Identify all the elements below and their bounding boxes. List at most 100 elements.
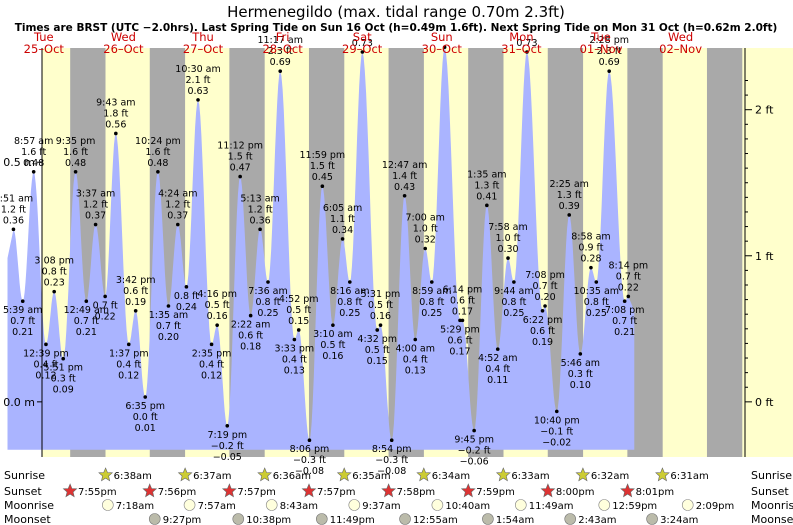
tide-label-line: 1.5 ft [310,161,335,172]
high-tide-label: 3:37 am1.2 ft0.37 [76,189,115,222]
tide-point [93,222,98,227]
tide-label-line: 4:52 pm [279,294,319,305]
tide-label-line: 0.37 [167,211,188,222]
tide-label-line: 0.25 [339,308,360,319]
tide-label-line: 1.2 ft [248,204,273,215]
sunrise-time: 6:37am [193,471,231,482]
moonrise-icon [183,499,196,511]
tide-label-line: −0.05 [213,452,242,463]
tide-label-line: 0.20 [158,332,179,343]
tide-point [175,222,180,227]
sunset-time: 7:55pm [78,487,117,498]
moonset-icon [564,513,577,525]
tide-point [225,424,230,428]
chart-header: Hermenegildo (max. tidal range 0.70m 2.3… [15,3,778,34]
tide-label-line: 10:30 am [175,64,220,75]
tide-label-line: −0.3 ft [293,455,326,466]
tide-label-line: 0.4 ft [116,359,141,370]
row-label-left: Moonrise [4,499,54,512]
tide-label-line: 0.22 [95,311,116,322]
tide-label-line: 0.73 [516,38,537,49]
high-tide-label: 10:30 am2.1 ft0.63 [175,64,220,97]
high-tide-label: 11:59 pm1.5 ft0.45 [300,150,346,183]
tide-label-line: 7:08 pm [605,305,645,316]
tide-label-line: 3:08 pm [34,256,74,267]
low-tide-label: 5:46 am0.3 ft0.10 [561,358,600,391]
sunset-time: 7:59pm [476,487,515,498]
tide-label-line: 2:35 pm [192,348,232,359]
low-tide-label: 1:35 am0.7 ft0.20 [149,310,188,343]
tide-label-line: 0.5 ft [365,345,390,356]
tide-point [196,98,200,102]
tide-label-line: 4:24 am [158,189,197,200]
date-label: 30–Oct [422,42,463,56]
tide-label-line: 0.4 ft [199,359,224,370]
tide-label-line: 10:24 pm [135,136,181,147]
day-of-week-label: Tue [33,30,54,44]
date-label: 28–Oct [262,42,303,56]
tide-label-line: 5:46 am [561,358,600,369]
day-of-week-label: Tue [590,30,611,44]
tide-label-line: 8:14 pm [608,260,648,271]
tide-label-line: 0.19 [125,297,146,308]
high-tide-label: 3:08 pm0.8 ft0.23 [34,256,74,289]
tide-label-line: 0.7 ft [616,271,641,282]
tide-label-line: 1.3 ft [557,190,582,201]
high-tide-label: 8:57 am1.6 ft0.48 [14,136,53,169]
tide-label-line: 0.25 [421,308,442,319]
low-tide-label: 9:45 pm−0.2 ft−0.06 [454,435,494,468]
low-tide-label: 2:35 pm0.4 ft0.12 [192,348,232,381]
moonrise-time: 11:49am [529,501,574,512]
high-tide-label: 9:35 pm1.6 ft0.48 [56,136,96,169]
tide-label-line: 7:00 am [405,212,444,223]
tide-label-line: 0.5 ft [320,340,345,351]
sunset-time: 7:58pm [397,487,436,498]
tide-label-line: 0.6 ft [447,335,472,346]
low-tide-label: 5:39 am0.7 ft0.21 [3,305,42,338]
high-tide-label: 10:24 pm1.6 ft0.48 [135,136,181,169]
tide-label-line: 0.48 [147,158,168,169]
sunrise-icon [495,467,511,482]
low-tide-label: 7:08 pm0.7 ft0.21 [605,305,645,338]
tide-point [495,347,500,351]
date-label: 01–Nov [580,42,623,56]
tide-label-line: 2.3 ft [268,46,293,57]
moonrise-icon [102,499,114,511]
high-tide-label: 6:14 pm0.6 ft0.17 [443,284,483,317]
tide-point [378,323,383,327]
tide-label-line: 0.0 ft [133,412,158,423]
sunset-icon [460,483,476,498]
tide-label-line: 0.28 [580,254,601,265]
sunrise-time: 6:33am [511,471,549,482]
tide-point [133,308,138,313]
tide-label-line: 11:17 am [257,35,302,46]
low-tide-label: 3:33 pm0.4 ft0.13 [275,344,315,377]
tide-point [540,308,545,313]
tide-label-line: 0.73 [352,38,373,49]
tide-point [485,203,489,208]
moonset-time: 9:27pm [163,515,202,525]
row-label-right: Sunset [751,485,789,498]
tide-label-line: 0.30 [497,244,518,255]
tide-label-line: 0.7 ft [533,281,558,292]
tide-label-line: −0.06 [460,457,489,468]
tide-point [472,428,476,433]
day-of-week-label: Wed [111,30,136,44]
sunset-icon [142,483,158,498]
sunrise-time: 6:38am [114,471,152,482]
high-tide-label: 0.73 [352,38,373,49]
date-label: 02–Nov [659,42,702,56]
tide-point [423,246,428,251]
moonrise-time: 10:40am [445,501,490,512]
low-tide-label: 7:19 pm−0.2 ft−0.05 [207,430,247,463]
tide-point [292,337,297,342]
tide-label-line: 2.1 ft [186,75,211,86]
tide-label-line: 11:59 pm [300,150,346,161]
high-tide-label: 8:14 pm0.7 ft0.22 [608,260,648,293]
low-tide-label: 4:52 am0.4 ft0.11 [478,353,517,386]
tide-label-line: 0.7 ft [93,300,118,311]
tide-point [375,328,380,332]
low-tide-label: 4:00 am0.4 ft0.13 [396,344,435,377]
tide-point [20,299,25,304]
tide-label-line: −0.08 [295,466,324,477]
